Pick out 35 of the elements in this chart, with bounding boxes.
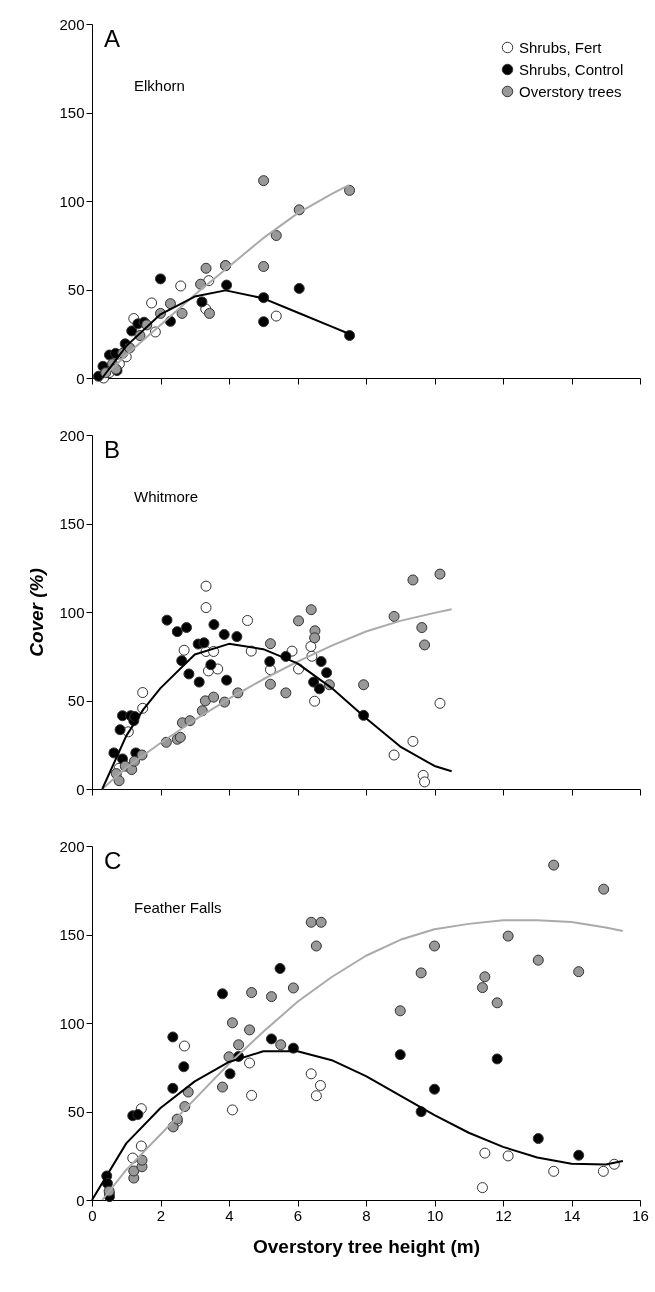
x-tick-label: 10 bbox=[426, 1206, 444, 1224]
x-tick-label: 2 bbox=[156, 1206, 166, 1224]
y-tick-label: 150 bbox=[59, 104, 85, 121]
y-axis-title: Cover (%) bbox=[26, 568, 48, 657]
y-tick-label: 0 bbox=[76, 369, 85, 387]
x-tick-label: 12 bbox=[495, 1206, 512, 1224]
chart-title: C bbox=[104, 847, 122, 874]
x-tick-label: 0 bbox=[88, 1206, 97, 1224]
text: Feather Falls bbox=[134, 899, 222, 916]
x-tick-label: 16 bbox=[632, 1206, 649, 1224]
y-tick-label: 200 bbox=[59, 426, 85, 444]
y-tick-label: 50 bbox=[67, 1103, 85, 1120]
x-tick-label: 6 bbox=[293, 1206, 303, 1224]
y-tick-label: 100 bbox=[59, 603, 85, 621]
x-tick-label: 14 bbox=[563, 1206, 581, 1224]
x-tick-label: 4 bbox=[225, 1206, 234, 1224]
y-tick-label: 100 bbox=[59, 1014, 85, 1032]
y-tick-label: 50 bbox=[67, 281, 85, 298]
y-tick-label: 150 bbox=[59, 926, 85, 943]
text: Elkhorn bbox=[134, 77, 185, 94]
legend-label: Overstory trees bbox=[519, 82, 622, 100]
y-tick-label: 50 bbox=[67, 692, 85, 709]
x-tick-label: 8 bbox=[362, 1206, 371, 1224]
chart-title: B bbox=[104, 436, 121, 463]
chart-title: A bbox=[104, 25, 121, 52]
y-tick-label: 150 bbox=[59, 515, 85, 532]
y-tick-label: 0 bbox=[76, 1191, 85, 1209]
y-tick-label: 0 bbox=[76, 780, 85, 798]
text: Whitmore bbox=[134, 488, 199, 505]
y-tick-label: 200 bbox=[59, 837, 85, 855]
y-tick-label: 200 bbox=[59, 15, 85, 33]
legend-label: Shrubs, Control bbox=[519, 60, 624, 78]
legend-label: Shrubs, Fert bbox=[519, 38, 603, 56]
y-tick-label: 100 bbox=[59, 192, 85, 210]
x-axis-title: Overstory tree height (m) bbox=[253, 1235, 480, 1257]
